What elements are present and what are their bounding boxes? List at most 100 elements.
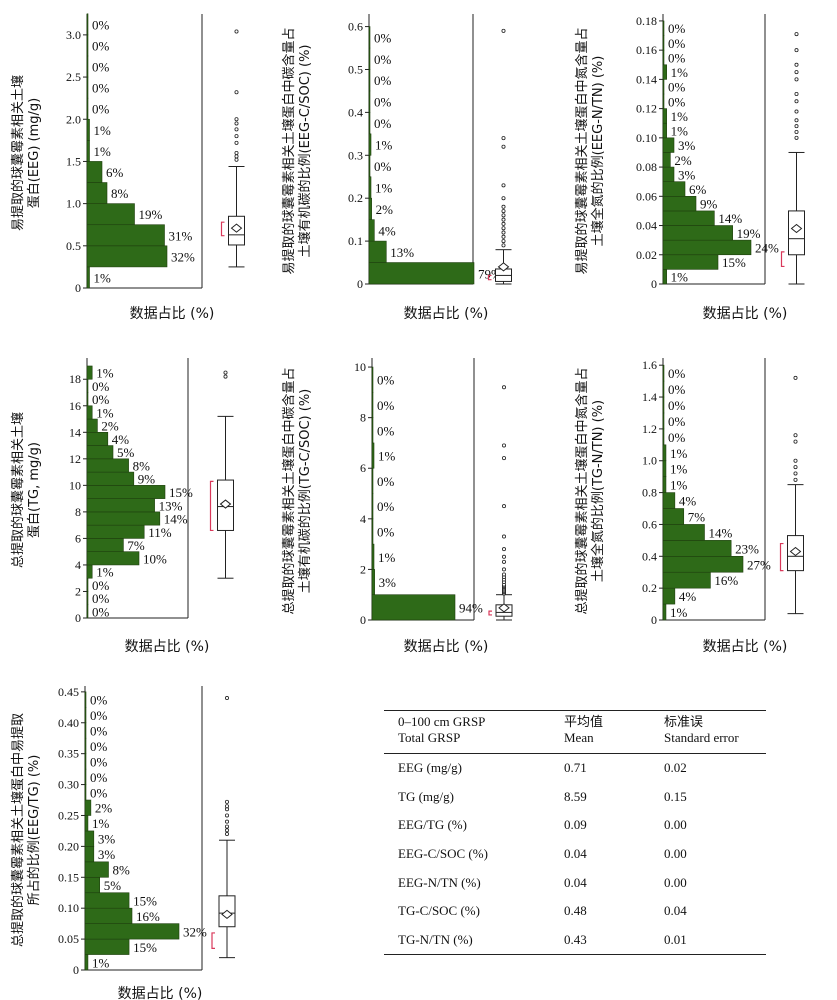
bar-value-label: 1% xyxy=(94,270,112,285)
y-tick-label: 0.18 xyxy=(636,14,657,28)
y-tick-label: 14 xyxy=(69,425,81,439)
y-tick-label: 0.6 xyxy=(348,20,363,34)
chart-panel-6: 00.20.40.60.81.01.21.41.61%4%16%27%23%14… xyxy=(574,358,804,655)
histogram-bar xyxy=(86,432,109,446)
header-variable-en: Total GRSP xyxy=(398,730,461,745)
bar-value-label: 1% xyxy=(92,955,110,970)
histogram-bar xyxy=(662,524,705,541)
histogram-bar xyxy=(662,380,665,398)
y-axis-label: 总提取的球囊霉素相关土壤蛋白中易提取所占的比例(EEG/TG) (%) xyxy=(10,713,42,947)
header-se: 标准误 Standard error xyxy=(650,710,766,754)
histogram-bar xyxy=(662,122,667,139)
bar-value-label: 0% xyxy=(374,116,392,131)
y-tick-label: 16 xyxy=(69,399,81,413)
bar-value-label: 0% xyxy=(90,770,108,785)
y-tick-label: 4 xyxy=(75,558,81,572)
histogram-bar xyxy=(84,799,92,816)
bar-value-label: 2% xyxy=(376,202,394,217)
table-row: TG-C/SOC (%) 0.48 0.04 xyxy=(384,897,766,926)
histogram-bar xyxy=(86,266,90,289)
bar-value-label: 1% xyxy=(96,405,114,420)
bar-value-label: 23% xyxy=(735,541,759,556)
y-tick-label: 0.20 xyxy=(58,839,79,853)
histogram-bar xyxy=(86,591,89,606)
bar-value-label: 0% xyxy=(668,398,686,413)
histogram-bar xyxy=(84,768,87,785)
bar-value-label: 0% xyxy=(374,159,392,174)
outlier-point xyxy=(793,439,798,444)
histogram-bar xyxy=(84,691,87,708)
histogram-bar xyxy=(86,55,89,78)
histogram-bar xyxy=(84,938,130,955)
row-se: 0.00 xyxy=(664,846,687,862)
y-tick-label: 0.10 xyxy=(636,131,657,145)
y-tick-label: 1.0 xyxy=(642,454,657,468)
histogram-bar xyxy=(86,203,135,226)
mean-diamond xyxy=(230,223,243,233)
bar-value-label: 10% xyxy=(143,551,167,566)
histogram-bar xyxy=(662,460,667,477)
bar-value-label: 0% xyxy=(668,430,686,445)
outlier-point xyxy=(793,471,798,476)
outlier-point xyxy=(501,234,506,239)
bar-value-label: 9% xyxy=(138,472,156,487)
outlier-point xyxy=(794,135,799,140)
row-name: TG-C/SOC (%) xyxy=(398,903,480,919)
bar-value-label: 19% xyxy=(139,207,163,222)
table-row: EEG-N/TN (%) 0.04 0.00 xyxy=(384,868,766,897)
histogram-bar xyxy=(86,405,93,420)
histogram-bar xyxy=(368,262,475,285)
histogram-bar xyxy=(368,154,371,178)
outlier-point xyxy=(501,230,506,235)
bar-value-label: 1% xyxy=(94,144,112,159)
bar-value-label: 4% xyxy=(679,494,697,509)
y-tick-label: 1.0 xyxy=(66,197,81,211)
y-axis-label-line: 易提取的球囊霉素相关土壤蛋白中碳含量占 xyxy=(281,27,297,274)
outlier-point xyxy=(224,696,229,701)
y-tick-label: 0.4 xyxy=(348,105,363,119)
histogram-bar xyxy=(371,543,375,570)
y-tick-label: 0.45 xyxy=(58,685,79,699)
outlier-point xyxy=(793,433,798,438)
histogram-bar xyxy=(371,493,374,520)
bar-value-label: 0% xyxy=(374,52,392,67)
histogram-bar xyxy=(368,219,375,242)
y-tick-label: 0 xyxy=(651,277,657,291)
outlier-point xyxy=(794,92,799,97)
outlier-point xyxy=(794,62,799,67)
histogram-bar xyxy=(86,418,98,433)
row-mean: 0.09 xyxy=(564,817,587,833)
histogram-bar xyxy=(371,417,374,444)
bar-value-label: 0% xyxy=(668,414,686,429)
y-tick-label: 3.0 xyxy=(66,28,81,42)
mean-error-bracket xyxy=(209,480,214,532)
bar-value-label: 4% xyxy=(378,223,396,238)
histogram-bar xyxy=(662,239,752,256)
bar-value-label: 7% xyxy=(688,509,706,524)
y-tick-label: 0.35 xyxy=(58,747,79,761)
header-mean-zh: 平均值 xyxy=(564,714,604,729)
row-se: 0.15 xyxy=(664,788,687,804)
bar-value-label: 1% xyxy=(670,462,688,477)
bar-value-label: 0% xyxy=(374,95,392,110)
outlier-point xyxy=(501,572,506,577)
bar-value-label: 0% xyxy=(90,693,108,708)
mean-diamond xyxy=(790,223,803,234)
histogram-bar xyxy=(662,476,667,493)
histogram-bar xyxy=(371,392,374,418)
histogram-bar xyxy=(662,196,697,212)
bar-value-label: 0% xyxy=(668,80,686,95)
bar-value-label: 9% xyxy=(700,197,718,212)
y-tick-label: 0.40 xyxy=(58,716,79,730)
mean-diamond xyxy=(219,499,232,509)
outlier-point xyxy=(224,824,229,829)
bar-value-label: 5% xyxy=(104,878,122,893)
bar-value-label: 7% xyxy=(127,538,144,553)
y-axis-label-line: 土壤有机碳的比例(EEG-C/SOC) (%) xyxy=(297,45,313,258)
bar-value-label: 1% xyxy=(671,109,689,124)
outlier-point xyxy=(794,118,799,123)
table-row: EEG-C/SOC (%) 0.04 0.00 xyxy=(384,840,766,869)
outlier-point xyxy=(501,183,506,188)
bar-value-label: 0% xyxy=(90,754,108,769)
bar-value-label: 0% xyxy=(377,474,395,489)
